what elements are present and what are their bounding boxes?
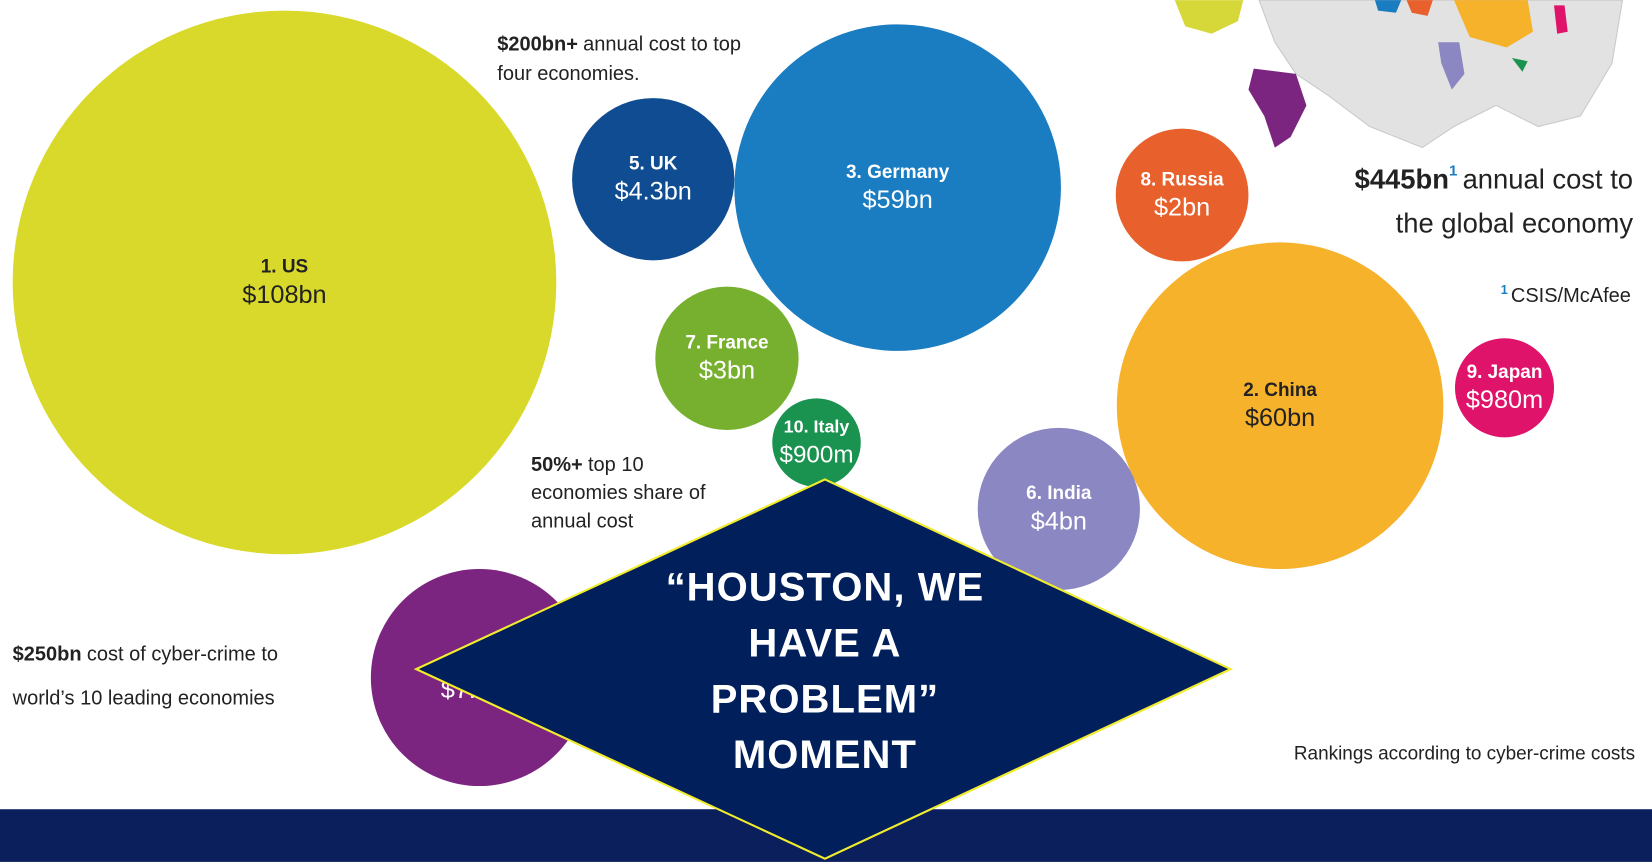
bubble	[655, 286, 799, 430]
callout-line: “HOUSTON, WE	[666, 566, 985, 610]
bubble-value: $59bn	[863, 186, 933, 214]
world-map	[1174, 0, 1624, 149]
callout-line: PROBLEM”	[711, 677, 940, 721]
bubble-value: $900m	[779, 442, 853, 469]
footnote-text: CSIS/McAfee	[1511, 285, 1631, 307]
footnote: 1 CSIS/McAfee	[1501, 283, 1631, 307]
callout: “HOUSTON, WE HAVE A PROBLEM” MOMENT	[666, 566, 985, 778]
rankings-note: Rankings according to cyber-crime costs	[1294, 743, 1635, 764]
annotation-text: annual cost to	[1463, 164, 1633, 195]
annotation-text: four economies.	[497, 63, 639, 85]
bubble-value: $4bn	[1031, 507, 1087, 535]
annotation-text: cost of cyber-crime to	[87, 644, 278, 666]
bubble	[572, 98, 735, 261]
annotation-text: economies share of	[531, 482, 706, 504]
annotation-bold: $200bn+	[497, 34, 578, 56]
bubble-rank: 3. Germany	[846, 162, 950, 183]
bubble	[1116, 242, 1444, 570]
bubble-value: $3bn	[699, 357, 755, 385]
annotation-bold: $445bn	[1355, 164, 1449, 195]
bubble-value: $980m	[1466, 386, 1543, 414]
callout-line: HAVE A	[748, 622, 901, 666]
annotation-line: $250bn cost of cyber-crime to	[13, 644, 278, 666]
bubble-value: $4.3bn	[615, 178, 692, 206]
bubble-rank: 7. France	[685, 333, 768, 354]
bubble-rank: 9. Japan	[1467, 362, 1543, 383]
annotation-line: four economies.	[497, 63, 639, 85]
annotation-text: top 10	[588, 454, 644, 476]
bubble-value: $108bn	[242, 281, 326, 309]
bubble	[1454, 338, 1555, 438]
annotations: $200bn+ annual cost to top four economies.…	[12, 34, 1635, 765]
annotation-text: annual cost	[531, 511, 634, 533]
bubble-value: $60bn	[1245, 404, 1315, 432]
annotation-line: $445bn1 annual cost to	[1355, 163, 1633, 195]
annotation-line: world’s 10 leading economies	[12, 688, 275, 710]
bubble-rank: 5. UK	[629, 153, 678, 174]
callout-line: MOMENT	[733, 733, 917, 777]
annotation-text: the global economy	[1396, 208, 1634, 239]
bubble-value: $2bn	[1154, 193, 1210, 221]
bubble	[12, 10, 557, 555]
annotation-sup: 1	[1449, 163, 1457, 180]
annotation-line: 50%+ top 10	[531, 454, 644, 476]
bubble	[772, 398, 861, 487]
annotation-text: world’s 10 leading economies	[12, 688, 275, 710]
annotation-text: annual cost to top	[583, 34, 741, 56]
bubble	[734, 24, 1061, 351]
annotation-line: $200bn+ annual cost to top	[497, 34, 741, 56]
annotation-bold: $250bn	[13, 644, 82, 666]
annotation-line: economies share of	[531, 482, 706, 504]
bubble-rank: 2. China	[1243, 380, 1317, 401]
annotation-bold: 50%+	[531, 454, 583, 476]
bubble-rank: 8. Russia	[1140, 169, 1224, 190]
callout-diamond	[413, 478, 1234, 860]
footnote-sup: 1	[1501, 283, 1508, 297]
bubble-rank: 1. US	[261, 257, 308, 278]
bubble-rank: 10. Italy	[784, 417, 850, 437]
bubble	[977, 427, 1140, 591]
bubble	[1115, 128, 1249, 262]
annotation-line: annual cost	[531, 511, 634, 533]
bubble-rank: 6. India	[1026, 483, 1092, 504]
annotation-line: the global economy	[1396, 208, 1634, 239]
